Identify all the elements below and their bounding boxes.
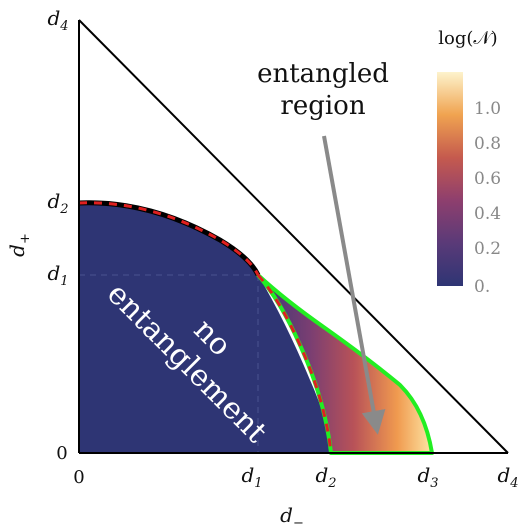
boundary-lower-dashes [256,274,333,454]
y-tick-d4: d4 [47,6,68,34]
colorbar-tick-0.8: 0.8 [474,134,501,154]
annotation-arrow [322,135,386,435]
colorbar [437,72,463,286]
y-axis-label: d+ [5,233,33,257]
entangled-region [258,275,432,453]
colorbar-tick-0.4: 0.4 [474,204,501,224]
x-tick-d2: d2 [315,463,336,491]
colorbar-tick-0: 0. [474,277,490,297]
hypotenuse [78,19,509,454]
x-tick-d4: d4 [497,463,518,491]
x-tick-d3: d3 [417,463,438,491]
x-tick-d1: d1 [241,463,262,491]
colorbar-tick-0.6: 0.6 [474,169,501,189]
colorbar-tick-0.2: 0.2 [474,239,501,259]
y-tick-d2: d2 [47,189,68,217]
no-entanglement-region [79,202,331,453]
colorbar-title: log(𝒩) [438,28,497,49]
y-tick-d1: d1 [47,261,68,289]
annotation-line2: region [280,91,365,121]
y-tick-0: 0 [56,443,67,464]
annotation-line1: entangled [257,59,389,89]
x-tick-0: 0 [73,467,84,488]
colorbar-tick-1.0: 1.0 [474,99,501,119]
entangled-boundary [256,273,434,455]
boundary-upper-dashes [78,201,260,276]
x-axis-label: d− [280,503,304,529]
